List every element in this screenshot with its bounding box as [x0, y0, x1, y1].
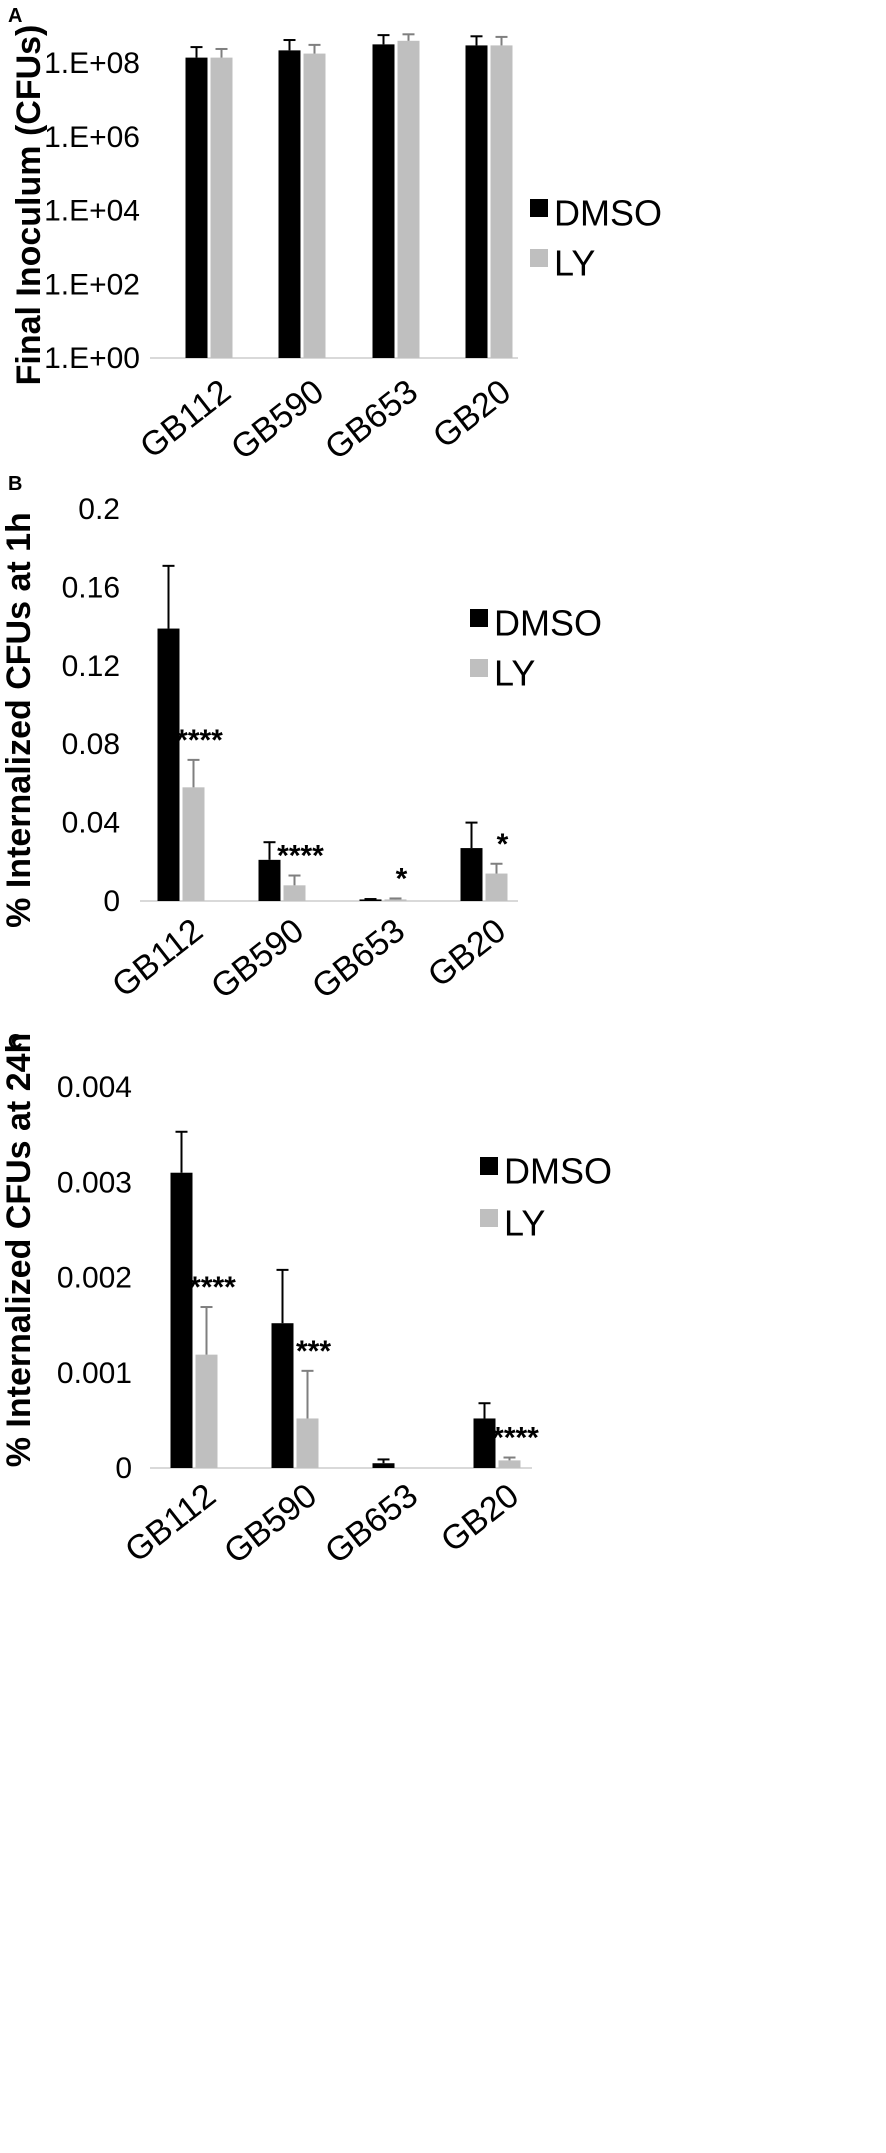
y-tick-label: 0.12: [62, 650, 120, 683]
dmso-bar: [460, 848, 483, 901]
legend-swatch: [480, 1209, 498, 1227]
y-tick-label: 0.001: [57, 1357, 132, 1390]
dmso-bar: [258, 859, 281, 901]
ly-bar: [182, 787, 205, 901]
dmso-bar: [359, 899, 382, 901]
legend-swatch: [470, 659, 488, 677]
y-tick-label: 0.2: [78, 493, 120, 526]
legend-swatch: [470, 609, 488, 627]
y-tick-label: 0.04: [62, 807, 120, 840]
ly-bar: [303, 53, 326, 359]
panel-letter: A: [8, 5, 22, 27]
chart-a: A Final Inoculum (CFUs) 1.E+00 1.E+02 1.E+…: [8, 5, 662, 467]
x-tick-label: GB653: [318, 372, 425, 467]
dmso-bar: [157, 628, 180, 901]
y-tick-label: 0.003: [57, 1166, 132, 1199]
dmso-bar: [278, 50, 301, 358]
y-tick-label: 1.E+04: [44, 195, 140, 228]
y-tick-label: 0.002: [57, 1262, 132, 1295]
dmso-bar: [473, 1418, 496, 1468]
legend-label: LY: [504, 1203, 545, 1244]
y-tick-label: 0: [115, 1452, 132, 1485]
panel-b: B % Internalized CFUs at 1h 0 0.04 0.08 0.1…: [0, 470, 886, 1006]
panel-letter: B: [8, 473, 22, 495]
significance-label: ****: [176, 724, 223, 757]
bars-group: [185, 33, 513, 359]
ly-bar: [498, 1460, 521, 1468]
bars-group: [157, 564, 508, 901]
x-tick-label: GB653: [318, 1476, 425, 1571]
legend-swatch: [480, 1157, 498, 1175]
panel-c: C % Internalized CFUs at 24h 0 0.001 0.002…: [0, 1030, 886, 2153]
x-tick-label: GB112: [118, 1476, 223, 1570]
x-tick-label: GB112: [105, 911, 210, 1005]
y-tick-label: 0.16: [62, 571, 120, 604]
x-tick-label: GB20: [434, 1476, 526, 1559]
significance-label: *: [497, 828, 509, 861]
panel-letter: C: [8, 1031, 22, 1053]
y-tick-label: 0.08: [62, 728, 120, 761]
legend-label: LY: [554, 243, 595, 284]
panel-a: A Final Inoculum (CFUs) 1.E+00 1.E+02 1.E+…: [0, 0, 886, 500]
ly-bar: [485, 873, 508, 901]
dmso-bar: [185, 57, 208, 358]
ly-bar: [210, 57, 233, 358]
y-axis-label: % Internalized CFUs at 1h: [0, 512, 38, 928]
legend-swatch: [530, 199, 548, 217]
y-tick-label: 1.E+00: [44, 342, 140, 375]
y-tick-label: 1.E+06: [44, 121, 140, 154]
y-axis-label: Final Inoculum (CFUs): [10, 25, 48, 386]
y-tick-label: 0: [103, 885, 120, 918]
ly-bar: [296, 1418, 319, 1468]
y-tick-label: 0.004: [57, 1071, 132, 1104]
dmso-bar: [170, 1172, 193, 1468]
ly-bar: [397, 40, 420, 358]
y-tick-label: 1.E+02: [44, 268, 140, 301]
x-tick-label: GB590: [217, 1476, 324, 1571]
x-tick-label: GB653: [305, 911, 412, 1006]
chart-c: C % Internalized CFUs at 24h 0 0.001 0.002…: [0, 1031, 612, 1571]
significance-label: ***: [296, 1335, 331, 1368]
dmso-bar: [465, 45, 488, 358]
legend: DMSO LY: [480, 1151, 612, 1244]
significance-label: ****: [189, 1271, 236, 1304]
x-tick-label: GB112: [133, 372, 238, 466]
ly-bar: [384, 899, 407, 901]
ly-bar: [283, 885, 306, 901]
x-tick-label: GB20: [426, 372, 518, 455]
x-tick-label: GB590: [224, 372, 331, 467]
significance-label: *: [396, 862, 408, 895]
dmso-bar: [372, 44, 395, 359]
y-axis-label: % Internalized CFUs at 24h: [0, 1033, 38, 1468]
ly-bar: [490, 45, 513, 358]
x-tick-label: GB20: [421, 911, 513, 994]
legend-label: DMSO: [494, 603, 602, 644]
significance-label: ****: [277, 840, 324, 873]
legend-label: LY: [494, 653, 535, 694]
legend: DMSO LY: [530, 193, 662, 284]
legend-label: DMSO: [504, 1151, 612, 1192]
legend-label: DMSO: [554, 193, 662, 234]
dmso-bar: [271, 1323, 294, 1468]
legend: DMSO LY: [470, 603, 602, 694]
y-tick-label: 1.E+08: [44, 47, 140, 80]
bars-group: [170, 1130, 521, 1468]
x-tick-label: GB590: [204, 911, 311, 1006]
dmso-bar: [372, 1463, 395, 1468]
significance-label: ****: [492, 1422, 539, 1455]
chart-b: B % Internalized CFUs at 1h 0 0.04 0.08 0.1…: [0, 473, 602, 1006]
ly-bar: [195, 1354, 218, 1468]
legend-swatch: [530, 249, 548, 267]
